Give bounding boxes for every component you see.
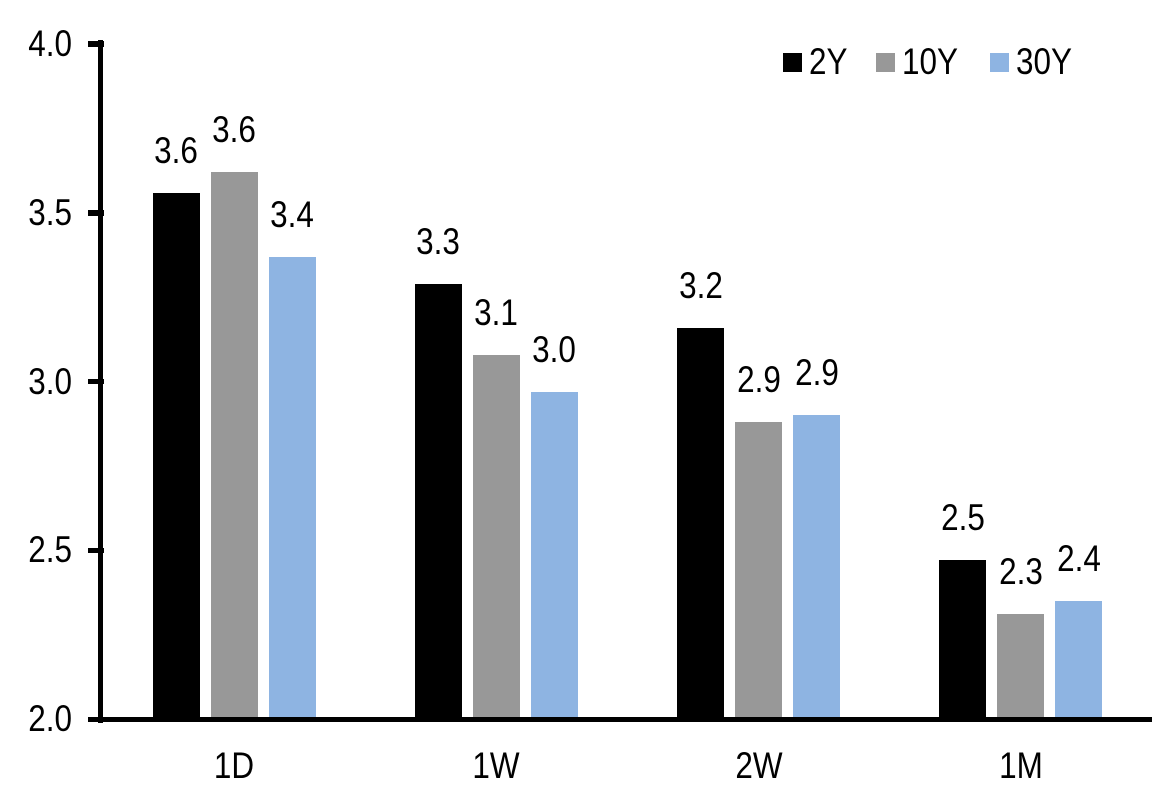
- y-axis-tick: [87, 41, 104, 47]
- y-axis-label: 2.5: [28, 529, 73, 571]
- x-axis-line: [87, 716, 1152, 722]
- bar-2y-2w: [677, 327, 725, 719]
- legend-label-10y: 10Y: [902, 41, 959, 82]
- bar-label-10y-2w: 2.9: [736, 359, 781, 400]
- bar-2y-1w: [414, 283, 462, 719]
- legend-label-2y: 2Y: [809, 41, 848, 82]
- x-axis-label: 2W: [735, 745, 783, 786]
- x-axis-label: 1W: [472, 745, 520, 786]
- x-axis-label: 1M: [999, 745, 1043, 786]
- bar-label-2y-1w: 3.3: [416, 220, 461, 262]
- bar-label-2y-2w: 3.2: [678, 264, 723, 306]
- y-axis-line: [97, 40, 103, 723]
- legend-swatch-2y-icon: [783, 52, 803, 72]
- legend-swatch-30y-icon: [990, 52, 1010, 72]
- bar-30y-1d: [268, 256, 316, 719]
- bar-label-30y-1m: 2.4: [1057, 537, 1101, 579]
- bar-10y-2w: [735, 422, 783, 719]
- y-axis-label: 2.0: [28, 698, 73, 739]
- bar-10y-1w: [472, 354, 520, 719]
- legend-item-2y: 2Y: [783, 42, 854, 82]
- bar-label-2y-1d: 3.6: [154, 129, 198, 171]
- bar-2y-1d: [152, 192, 200, 719]
- bar-label-10y-1m: 2.3: [999, 551, 1043, 593]
- y-axis-label: 3.5: [28, 191, 73, 233]
- legend-item-10y: 10Y: [876, 42, 968, 82]
- chart-legend: 2Y 10Y 30Y: [783, 42, 1082, 82]
- x-axis-label: 1D: [213, 745, 255, 786]
- y-axis-tick: [87, 547, 104, 553]
- bar-label-2y-1m: 2.5: [941, 497, 985, 539]
- legend-label-30y: 30Y: [1016, 41, 1073, 82]
- bar-label-10y-1d: 3.6: [212, 109, 256, 151]
- y-axis-tick: [87, 378, 104, 385]
- y-axis-label: 4.0: [28, 23, 73, 64]
- y-axis-tick: [87, 210, 104, 216]
- bar-2y-1m: [939, 560, 987, 719]
- bar-label-30y-1d: 3.4: [270, 193, 314, 235]
- bar-label-10y-1w: 3.1: [474, 291, 519, 333]
- bar-30y-1m: [1055, 600, 1103, 719]
- y-axis-label: 3.0: [28, 360, 73, 402]
- bar-10y-1d: [210, 172, 258, 720]
- legend-swatch-10y-icon: [876, 52, 896, 72]
- legend-item-30y: 30Y: [990, 42, 1082, 82]
- bar-30y-1w: [530, 391, 578, 719]
- bar-label-30y-2w: 2.9: [794, 352, 839, 394]
- bar-label-30y-1w: 3.0: [532, 328, 577, 370]
- bar-30y-2w: [793, 415, 841, 719]
- bar-10y-1m: [997, 614, 1045, 719]
